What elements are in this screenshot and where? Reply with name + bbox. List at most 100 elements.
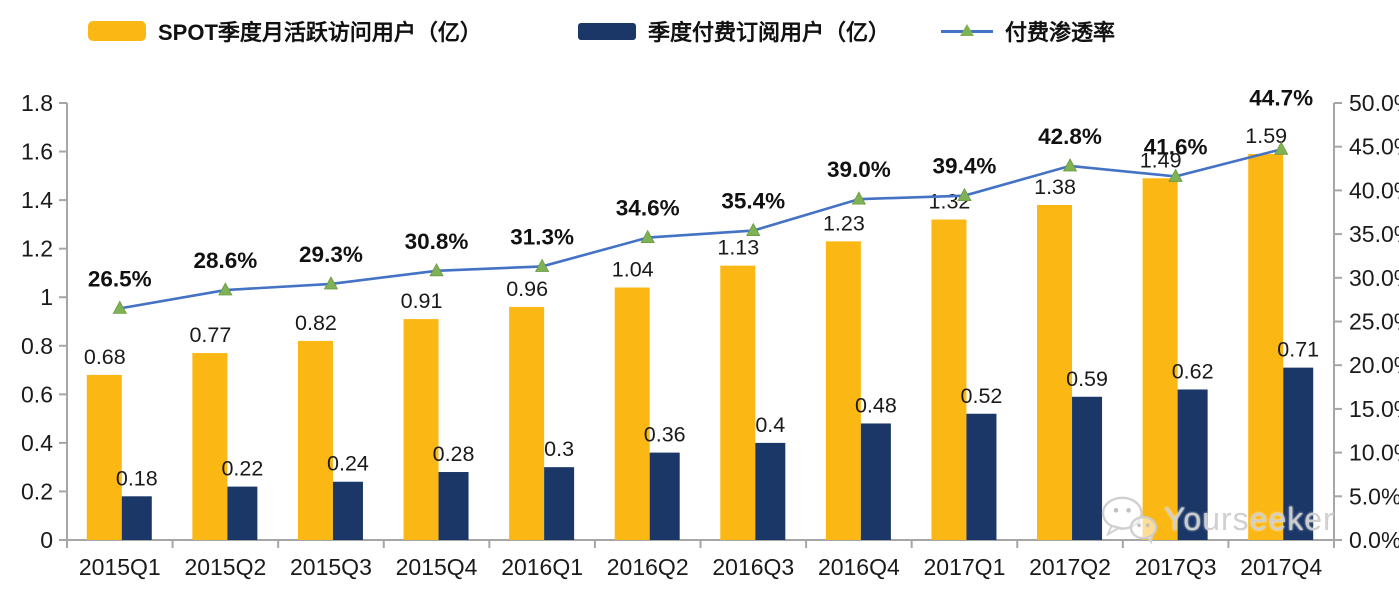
x-axis-label: 2015Q4 — [396, 554, 478, 580]
bar-mau — [192, 353, 228, 540]
left-axis-tick-label: 1.2 — [21, 236, 53, 262]
penetration-label: 26.5% — [88, 266, 152, 291]
bar-mau — [509, 306, 545, 540]
bar-mau — [825, 241, 861, 540]
penetration-marker — [640, 229, 655, 243]
right-axis-tick-label: 45.0% — [1349, 134, 1399, 160]
bar-subs — [227, 486, 258, 540]
bar-mau — [1037, 204, 1073, 540]
bar-subs — [860, 423, 891, 540]
penetration-label: 30.8% — [405, 229, 469, 254]
penetration-marker — [851, 191, 867, 205]
bar-subs — [1177, 389, 1208, 540]
bar-mau — [403, 319, 439, 540]
bar-label-mau: 1.04 — [612, 258, 654, 282]
x-axis-label: 2017Q4 — [1240, 554, 1322, 580]
left-axis-tick-label: 1.8 — [21, 90, 53, 116]
bar-label-mau: 1.38 — [1034, 175, 1076, 199]
penetration-line-marker-icon — [941, 21, 993, 41]
penetration-label: 42.8% — [1038, 124, 1102, 149]
right-axis-tick-label: 20.0% — [1349, 352, 1399, 378]
x-axis-label: 2015Q2 — [184, 554, 266, 580]
right-axis-tick-label: 25.0% — [1349, 309, 1399, 335]
bar-label-subs: 0.71 — [1277, 338, 1319, 362]
mau-swatch-icon — [88, 21, 146, 41]
bar-label-subs: 0.59 — [1066, 367, 1108, 391]
bar-subs — [649, 452, 680, 540]
right-axis-tick-label: 10.0% — [1349, 440, 1399, 466]
bar-label-mau: 0.82 — [295, 311, 337, 335]
bar-label-mau: 0.77 — [189, 323, 231, 347]
left-axis-tick-label: 0 — [40, 527, 53, 553]
penetration-marker — [112, 300, 127, 314]
bar-subs — [1283, 367, 1314, 540]
right-axis-tick-label: 5.0% — [1349, 483, 1399, 509]
left-axis-tick-label: 0.8 — [21, 333, 53, 359]
bar-subs — [121, 496, 152, 540]
bar-mau — [720, 265, 756, 540]
penetration-marker — [957, 187, 972, 202]
x-axis-label: 2017Q1 — [924, 554, 1006, 580]
bar-mau — [614, 287, 650, 540]
right-axis-tick-label: 0.0% — [1349, 527, 1399, 553]
penetration-label: 28.6% — [193, 248, 257, 273]
bar-label-subs: 0.48 — [855, 393, 897, 417]
left-axis-tick-label: 1.6 — [21, 139, 53, 165]
right-axis-tick-label: 35.0% — [1349, 221, 1399, 247]
right-axis-tick-label: 40.0% — [1349, 177, 1399, 203]
penetration-marker — [218, 282, 233, 296]
bar-label-subs: 0.28 — [433, 442, 475, 466]
penetration-label: 41.6% — [1144, 134, 1208, 159]
bar-subs — [438, 472, 469, 540]
penetration-marker — [746, 222, 761, 237]
legend-label-subs: 季度付费订阅用户（亿） — [648, 20, 891, 45]
legend-item-subs: 季度付费订阅用户（亿） — [578, 16, 890, 46]
x-axis-label: 2016Q3 — [712, 554, 794, 580]
penetration-label: 39.0% — [827, 157, 891, 182]
subs-swatch-icon — [578, 22, 636, 40]
x-axis-label: 2016Q1 — [501, 554, 583, 580]
left-axis-tick-label: 1 — [40, 284, 53, 310]
bar-subs — [332, 481, 363, 540]
penetration-marker — [1062, 158, 1078, 172]
right-axis-tick-label: 15.0% — [1349, 396, 1399, 422]
right-axis-tick-label: 30.0% — [1349, 265, 1399, 291]
bar-label-mau: 0.91 — [401, 289, 443, 313]
penetration-label: 29.3% — [299, 242, 363, 267]
x-axis-label: 2016Q4 — [818, 554, 900, 580]
bar-label-subs: 0.4 — [755, 413, 785, 437]
left-axis-tick-label: 0.6 — [21, 381, 53, 407]
x-axis-label: 2015Q3 — [290, 554, 372, 580]
bar-mau — [1142, 178, 1178, 540]
right-axis-tick-label: 50.0% — [1349, 90, 1399, 116]
bar-mau — [86, 374, 122, 540]
legend-item-penetration: 付费渗透率 — [941, 16, 1115, 46]
bar-label-mau: 0.68 — [84, 345, 126, 369]
bar-subs — [966, 413, 997, 540]
penetration-label: 44.7% — [1249, 85, 1313, 110]
penetration-marker — [1274, 141, 1289, 155]
x-axis-label: 2017Q2 — [1029, 554, 1111, 580]
penetration-label: 35.4% — [721, 189, 785, 214]
left-axis-tick-label: 0.4 — [21, 430, 53, 456]
legend-item-mau: SPOT季度月活跃访问用户（亿） — [88, 16, 482, 46]
x-axis-label: 2016Q2 — [607, 554, 689, 580]
penetration-line — [119, 148, 1282, 310]
x-axis-label: 2015Q1 — [79, 554, 161, 580]
penetration-marker — [323, 276, 339, 290]
penetration-marker — [534, 258, 550, 272]
bar-label-subs: 0.3 — [544, 437, 574, 461]
bar-label-mau: 0.96 — [506, 277, 548, 301]
bar-label-mau: 1.13 — [717, 236, 759, 260]
bar-mau — [297, 340, 333, 540]
x-axis-label: 2017Q3 — [1135, 554, 1217, 580]
bar-subs — [755, 442, 786, 540]
penetration-label: 34.6% — [616, 196, 680, 221]
bar-subs — [544, 467, 575, 540]
bar-mau — [931, 219, 967, 541]
bar-label-mau: 1.23 — [823, 211, 865, 235]
bar-label-subs: 0.24 — [327, 452, 369, 476]
left-axis-tick-label: 0.2 — [21, 478, 53, 504]
